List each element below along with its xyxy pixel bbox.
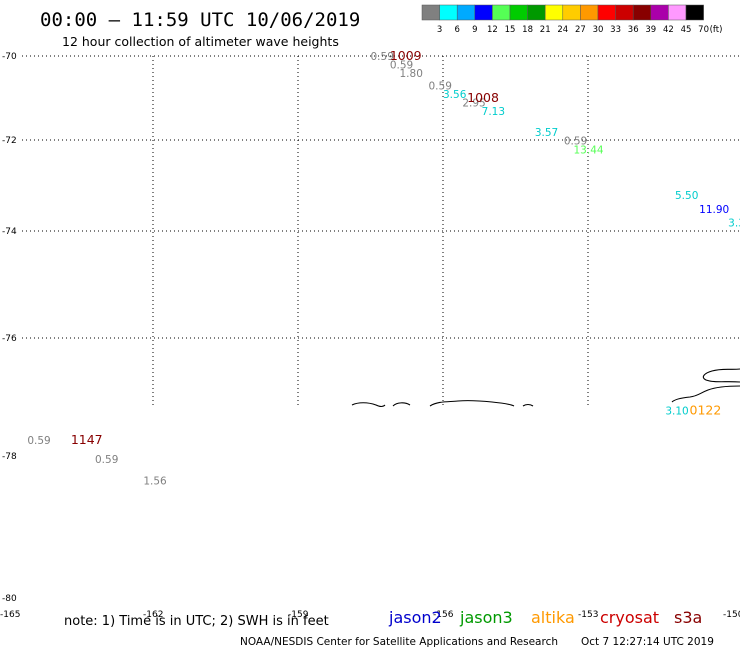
scale-label: 6 — [454, 25, 459, 35]
scale-label: 24 — [557, 25, 568, 35]
lon-tick-label: -159 — [288, 610, 309, 620]
map-title: 00:00 – 11:59 UTC 10/06/2019 — [40, 9, 360, 31]
wave-height-value: 5.50 — [675, 190, 698, 202]
scale-swatch — [597, 4, 616, 21]
lat-tick-label: -78 — [2, 452, 17, 462]
satellite-legend: jason2 jason3 altika cryosat s3a — [388, 608, 702, 627]
wave-height-value: 1.80 — [400, 68, 423, 80]
altimeter-observations: 0.590.591.800.593.562.957.133.570.5913.4… — [27, 48, 740, 487]
wave-height-value: 0.59 — [95, 454, 118, 466]
scale-swatch — [580, 4, 599, 21]
scale-label: 36 — [628, 25, 639, 35]
scale-swatch — [668, 4, 687, 21]
credit-line: NOAA/NESDIS Center for Satellite Applica… — [240, 636, 558, 648]
scale-swatch — [456, 4, 476, 21]
lon-tick-label: -165 — [0, 610, 20, 620]
wave-height-value: 0.59 — [27, 435, 50, 447]
lat-tick-label: -72 — [2, 136, 17, 146]
lat-lon-grid: -165 -162 -159 -156 -153 -150 -70 -72 -74 -76 -78 -… — [0, 52, 740, 620]
scale-label: 21 — [540, 25, 551, 35]
pass-time-label: 0122 — [690, 403, 722, 418]
wave-height-value: 2.95 — [462, 97, 485, 109]
pass-time-label: 1008 — [467, 90, 499, 105]
wave-height-value: 1.56 — [143, 475, 167, 487]
scale-label: 15 — [505, 25, 516, 35]
lon-tick-label: -162 — [143, 610, 163, 620]
map-subtitle: 12 hour collection of altimeter wave hei… — [62, 34, 339, 49]
wave-height-value: 0.59 — [371, 51, 394, 63]
scale-swatch — [632, 4, 652, 21]
lon-tick-label: -153 — [578, 610, 598, 620]
wave-height-value: 7.13 — [482, 106, 505, 118]
scale-swatch — [650, 4, 669, 21]
scale-label: 39 — [645, 25, 656, 35]
scale-swatch — [474, 4, 493, 21]
satellite-s3a: s3a — [674, 608, 702, 627]
lat-tick-label: -74 — [2, 227, 17, 237]
scale-label: 3 — [437, 25, 442, 35]
satellite-cryosat: cryosat — [600, 608, 659, 627]
scale-unit: (ft) — [710, 25, 723, 35]
scale-label: 33 — [610, 25, 621, 35]
wave-height-value: 0.59 — [390, 60, 413, 72]
lat-tick-label: -76 — [2, 334, 17, 344]
scale-swatch — [562, 4, 581, 21]
scale-swatch — [544, 4, 564, 21]
scale-swatch — [509, 4, 528, 21]
scale-label: 18 — [522, 25, 533, 35]
scale-label: 9 — [472, 25, 477, 35]
pass-time-label: 1009 — [390, 48, 422, 63]
lat-tick-label: -70 — [2, 52, 17, 62]
wave-height-value: 3.10 — [665, 406, 688, 418]
lon-tick-label: -150 — [723, 610, 740, 620]
satellite-altika: altika — [531, 608, 575, 627]
scale-swatch — [439, 4, 458, 21]
scale-swatch — [421, 4, 440, 21]
coastline — [351, 368, 740, 408]
wave-height-value: 0.59 — [564, 136, 587, 148]
wave-height-value: 3.32 — [728, 217, 740, 229]
wave-height-value: 0.59 — [429, 81, 452, 93]
scale-label: 42 — [663, 25, 674, 35]
scale-label: 12 — [487, 25, 498, 35]
satellite-jason3: jason3 — [459, 608, 513, 627]
wave-height-value: 3.56 — [443, 89, 467, 101]
scale-label: 70 — [698, 25, 709, 35]
wave-height-value: 13.44 — [574, 145, 604, 157]
scale-swatch — [527, 4, 546, 21]
wave-height-value: 11.90 — [699, 204, 729, 216]
wave-height-value: 3.57 — [535, 127, 558, 139]
scale-swatch — [615, 4, 634, 21]
lat-tick-label: -80 — [2, 594, 17, 604]
scale-label: 30 — [593, 25, 604, 35]
scale-swatch — [685, 4, 704, 21]
scale-label: 27 — [575, 25, 586, 35]
lon-tick-label: -156 — [433, 610, 454, 620]
scale-swatch — [492, 4, 511, 21]
color-scale-legend: 3 6 9 12 15 18 21 24 27 30 33 36 39 42 45 70 (ft) — [421, 4, 723, 35]
footnote: note: 1) Time is in UTC; 2) SWH is in fe… — [64, 614, 329, 629]
scale-label: 45 — [681, 25, 692, 35]
generated-timestamp: Oct 7 12:27:14 UTC 2019 — [581, 636, 714, 648]
pass-time-label: 1147 — [71, 432, 103, 447]
satellite-jason2: jason2 — [388, 608, 442, 627]
